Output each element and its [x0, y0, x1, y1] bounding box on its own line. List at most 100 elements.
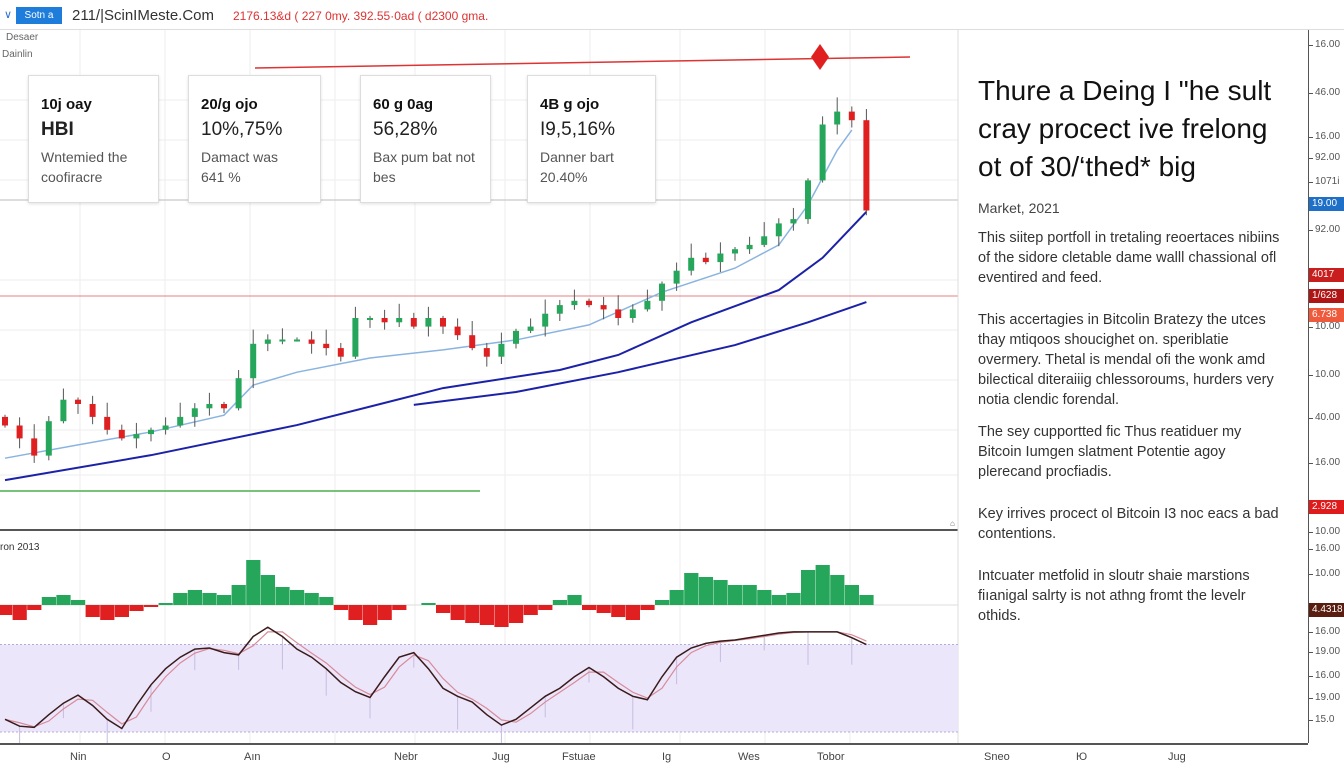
candle-down — [410, 318, 417, 327]
histogram-bar — [801, 570, 816, 605]
time-tick: Fstuae — [562, 751, 596, 763]
time-tick: Nebr — [394, 751, 418, 763]
histogram-bar — [450, 605, 465, 620]
histogram-bar — [523, 605, 538, 615]
histogram-bar — [494, 605, 509, 627]
histogram-bar — [56, 595, 71, 605]
candle-up — [761, 236, 768, 245]
price-tick: 10.00 — [1309, 369, 1340, 380]
card-value: I9,5,16% — [540, 119, 615, 140]
time-tick: Ю — [1076, 751, 1088, 763]
histogram-bar — [421, 603, 436, 605]
candle-up — [177, 416, 184, 426]
card-value: 56,28% — [373, 119, 438, 140]
histogram-bar — [538, 605, 553, 610]
candle-down — [16, 425, 23, 439]
candle-up — [235, 378, 242, 409]
candle-up — [396, 318, 403, 323]
candle-up — [352, 318, 359, 357]
price-badge: 2.928 — [1309, 500, 1344, 514]
histogram-bar — [333, 605, 348, 610]
time-tick: O — [162, 751, 171, 763]
histogram-bar — [728, 585, 743, 605]
candle-down — [586, 300, 592, 306]
pane-corner-icon[interactable]: ⌂ — [950, 519, 955, 528]
time-tick: Tobor — [817, 751, 845, 763]
card-desc: Damact was 641 % — [201, 149, 279, 185]
price-tick: 10.00 — [1309, 568, 1340, 579]
price-tick: 15.0 — [1309, 714, 1334, 725]
candle-down — [308, 339, 315, 344]
histogram-bar — [71, 600, 86, 605]
top-bar: ∨ Sotn a 211/|ScinIMeste.Com 2176.13&d (… — [0, 0, 1344, 30]
stochastic-d-line — [4, 631, 867, 728]
candle-up — [45, 421, 52, 456]
stat-card[interactable]: 4B g ojo I9,5,16% Danner bart 20.40% — [527, 75, 656, 203]
histogram-bar — [260, 575, 275, 605]
histogram-bar — [392, 605, 407, 610]
candle-down — [483, 348, 490, 357]
time-tick: Sneo — [984, 751, 1010, 763]
stat-card[interactable]: 60 g 0ag 56,28% Bax pum bat not bes — [360, 75, 491, 203]
time-tick: Wes — [738, 751, 760, 763]
histogram-bar — [830, 575, 845, 605]
symbol-button[interactable]: Sotn a — [16, 7, 62, 24]
histogram-bar — [12, 605, 27, 620]
candle-down — [221, 404, 227, 409]
candle-up — [732, 249, 738, 254]
histogram-bar — [552, 600, 567, 605]
histogram-bar — [27, 605, 42, 610]
ma-long-line — [413, 301, 867, 406]
trend-line — [254, 56, 911, 69]
card-heading: 20/g ojo — [201, 96, 258, 113]
price-badge: 1/628 — [1309, 289, 1344, 303]
time-axis[interactable]: Nin O Aın Nebr Jug Fstuae Ig Wes Tobor S… — [0, 743, 1308, 768]
article-panel: Thure a Deing I "he sult cray procect iv… — [978, 72, 1288, 626]
histogram-bar — [844, 585, 859, 605]
candle-down — [454, 326, 461, 336]
chevron-down-icon[interactable]: ∨ — [4, 9, 13, 21]
histogram-bar — [479, 605, 494, 625]
histogram-bar — [859, 595, 874, 605]
price-tick: 16.00 — [1309, 543, 1340, 554]
site-title: 211/|ScinIMeste.Com — [72, 7, 215, 24]
histogram-bar — [129, 605, 144, 611]
candle-down — [89, 404, 96, 417]
candle-down — [469, 335, 476, 349]
histogram-bar — [246, 560, 261, 605]
candle-up — [191, 408, 198, 417]
price-tick: 16.00 — [1309, 670, 1340, 681]
candle-up — [571, 300, 578, 306]
histogram-bar — [377, 605, 392, 620]
stat-card[interactable]: 20/g ojo 10%,75% Damact was 641 % — [188, 75, 321, 203]
histogram-bar — [41, 597, 56, 605]
stat-card[interactable]: 10j oay HBI Wntemied the coofiracre — [28, 75, 159, 203]
candle-down — [2, 416, 8, 426]
price-tick: 10.00 — [1309, 321, 1340, 332]
candle-up — [148, 429, 154, 435]
indicator-pane-label: ron 2013 — [0, 542, 40, 553]
candle-down — [104, 416, 111, 430]
card-heading: 60 g 0ag — [373, 96, 434, 113]
candle-down — [615, 309, 622, 318]
histogram-bar — [114, 605, 129, 617]
candle-up — [673, 270, 680, 284]
candle-up — [556, 305, 563, 314]
time-tick: Nin — [70, 751, 87, 763]
histogram-bar — [304, 593, 319, 605]
price-tick: 92.00 — [1309, 152, 1340, 163]
chart-label: Desaer — [6, 32, 39, 43]
price-tick: 10.00 — [1309, 526, 1340, 537]
card-desc: Bax pum bat not bes — [373, 149, 475, 185]
histogram-bar — [582, 605, 597, 610]
candle-up — [162, 425, 169, 430]
article-title: Thure a Deing I "he sult cray procect iv… — [978, 75, 1272, 182]
price-badge: 4017 — [1309, 268, 1344, 282]
price-badge: 6.738 — [1309, 308, 1344, 322]
histogram-bar — [713, 580, 728, 605]
histogram-bar — [655, 600, 670, 605]
candle-up — [513, 330, 519, 344]
candle-up — [367, 318, 373, 320]
histogram-bar — [669, 590, 684, 605]
price-axis[interactable]: 16.00 46.00 16.00 92.00 1071i 19.00 92.0… — [1308, 30, 1344, 743]
